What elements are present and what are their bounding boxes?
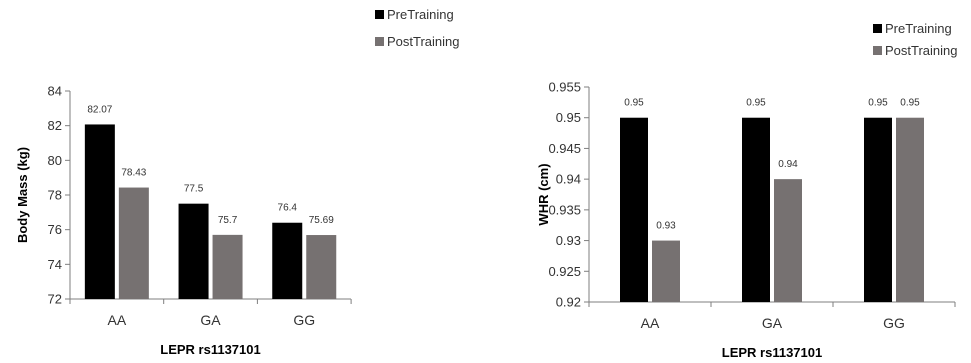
chart2-y-tick-label: 0.945: [548, 141, 581, 156]
chart2-legend-swatch-posttraining: [873, 46, 882, 55]
chart1-data-label: 78.43: [121, 168, 146, 179]
chart1-y-tick-label: 78: [48, 188, 62, 203]
chart2-category-label: AA: [641, 315, 660, 331]
chart2-x-axis-title: LEPR rs1137101: [722, 345, 822, 360]
chart2-y-tick-label: 0.935: [548, 202, 581, 217]
chart2-y-axis-title: WHR (cm): [536, 163, 551, 225]
chart1-y-axis-title: Body Mass (kg): [15, 147, 30, 243]
chart2-y-tick-label: 0.94: [556, 172, 581, 187]
chart2-data-label: 0.95: [624, 98, 644, 109]
chart1-y-tick-label: 82: [48, 118, 62, 133]
chart1-bar-posttraining-gg: [306, 235, 337, 299]
chart2-category-label: GG: [883, 315, 905, 331]
chart1-legend-swatch-posttraining: [375, 37, 384, 46]
chart1-y-tick-label: 72: [48, 292, 62, 307]
chart1-bar-pretraining-ga: [178, 203, 209, 299]
chart2-bar-pretraining-aa: [620, 117, 648, 302]
chart2-category-label: GA: [762, 315, 783, 331]
chart2-legend-label-posttraining: PostTraining: [885, 43, 958, 58]
chart2-bar-posttraining-ga: [774, 179, 802, 302]
chart2-data-label: 0.95: [746, 98, 766, 109]
chart1-category-label: AA: [108, 312, 127, 328]
chart1-data-label: 77.5: [184, 184, 204, 195]
chart2-legend-label-pretraining: PreTraining: [885, 21, 952, 36]
chart2-y-tick-label: 0.925: [548, 264, 581, 279]
chart2-bar-posttraining-aa: [652, 240, 680, 302]
chart2-data-label: 0.93: [656, 221, 676, 232]
chart2-data-label: 0.95: [900, 98, 920, 109]
chart1-category-label: GA: [200, 312, 221, 328]
chart1-data-label: 82.07: [87, 104, 112, 115]
chart1-legend-swatch-pretraining: [375, 10, 384, 19]
chart2-y-tick-label: 0.95: [556, 110, 581, 125]
chart1-y-tick-label: 80: [48, 153, 62, 168]
chart2-legend-swatch-pretraining: [873, 24, 882, 33]
chart1-data-label: 75.7: [218, 215, 238, 226]
chart1-y-tick-label: 84: [48, 84, 62, 99]
chart1-legend-label-posttraining: PostTraining: [387, 34, 460, 49]
chart2-y-tick-label: 0.955: [548, 80, 581, 95]
chart2-data-label: 0.94: [778, 159, 798, 170]
chart1-legend-label-pretraining: PreTraining: [387, 7, 454, 22]
chart1-x-axis-title: LEPR rs1137101: [160, 342, 260, 357]
chart1-data-label: 76.4: [278, 203, 298, 214]
chart2-bar-pretraining-gg: [864, 117, 892, 302]
chart2-y-tick-label: 0.92: [556, 295, 581, 310]
chart1-bar-pretraining-gg: [272, 222, 303, 299]
chart2-data-label: 0.95: [868, 98, 888, 109]
chart1-y-tick-label: 74: [48, 257, 62, 272]
chart1-bar-posttraining-aa: [118, 187, 149, 299]
chart2-bar-posttraining-gg: [896, 117, 924, 302]
chart1-data-label: 75.69: [309, 215, 334, 226]
chart2-bar-pretraining-ga: [742, 117, 770, 302]
chart1-y-tick-label: 76: [48, 222, 62, 237]
chart1-bar-pretraining-aa: [84, 124, 115, 299]
chart1-category-label: GG: [293, 312, 315, 328]
chart1-bar-posttraining-ga: [212, 234, 243, 299]
chart2-y-tick-label: 0.93: [556, 233, 581, 248]
